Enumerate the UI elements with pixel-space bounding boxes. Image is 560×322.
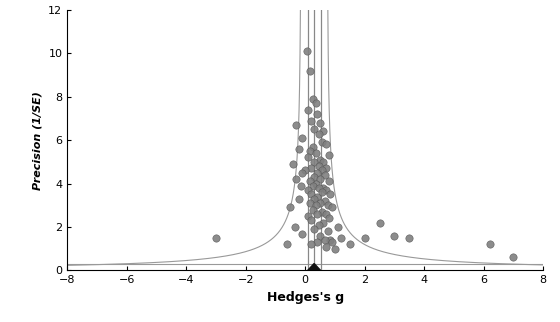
Point [304,155,312,160]
Point [405,235,414,241]
Point [307,218,316,223]
Point [286,205,295,210]
Point [305,201,314,206]
Point [308,207,317,212]
Point [289,161,298,166]
Point [330,246,339,251]
Point [311,181,320,186]
Point [307,192,316,197]
Point [390,233,399,238]
Point [321,166,330,171]
Point [312,111,321,117]
Point [316,176,325,182]
Point [317,140,326,145]
Point [307,166,316,171]
Point [316,233,325,238]
Point [316,201,325,206]
Point [319,159,328,165]
Point [305,179,314,184]
Point [311,151,320,156]
Point [312,194,321,199]
Point [325,216,334,221]
Point [312,240,321,245]
Point [323,203,332,208]
Point [298,135,307,140]
Point [305,68,314,73]
Point [302,48,311,53]
Point [310,196,319,201]
Point [319,185,328,191]
Point [360,235,369,241]
Point [316,157,325,162]
Point [509,255,518,260]
Point [326,238,335,243]
Point [375,220,384,225]
Point [310,159,319,165]
Point [305,148,314,154]
Point [323,229,332,234]
Point [317,190,326,195]
Polygon shape [307,263,321,278]
Point [321,142,330,147]
Point [326,192,335,197]
Point [310,175,319,180]
Point [320,172,329,177]
Point [283,242,292,247]
Point [317,168,326,173]
Point [321,244,330,249]
Point [310,227,319,232]
Point [307,118,316,123]
Point [304,187,312,193]
Point [312,170,321,175]
Point [319,220,328,225]
Point [292,122,301,128]
Point [316,120,325,125]
Point [212,235,221,241]
Point [328,240,337,245]
Point [319,129,328,134]
Point [321,187,330,193]
Point [317,209,326,214]
Point [304,107,312,112]
Point [290,224,299,230]
Point [295,146,304,151]
X-axis label: Hedges's g: Hedges's g [267,291,344,304]
Point [310,127,319,132]
Point [301,168,310,173]
Point [325,179,334,184]
Point [314,164,323,169]
Point [346,242,354,247]
Point [321,212,330,217]
Point [485,242,494,247]
Point [296,183,305,188]
Point [314,185,323,191]
Point [304,213,312,219]
Point [325,153,334,158]
Point [308,96,317,101]
Point [314,131,323,136]
Point [307,242,316,247]
Point [328,205,337,210]
Point [311,100,320,106]
Point [308,183,317,188]
Point [320,198,329,204]
Point [308,144,317,149]
Y-axis label: Precision (1/SE): Precision (1/SE) [32,90,43,190]
Point [337,235,346,241]
Point [298,170,307,175]
Point [312,212,321,217]
Point [295,196,304,201]
Point [320,238,329,243]
Point [298,231,307,236]
Point [333,224,342,230]
Point [311,203,320,208]
Point [314,222,323,227]
Point [292,176,301,182]
